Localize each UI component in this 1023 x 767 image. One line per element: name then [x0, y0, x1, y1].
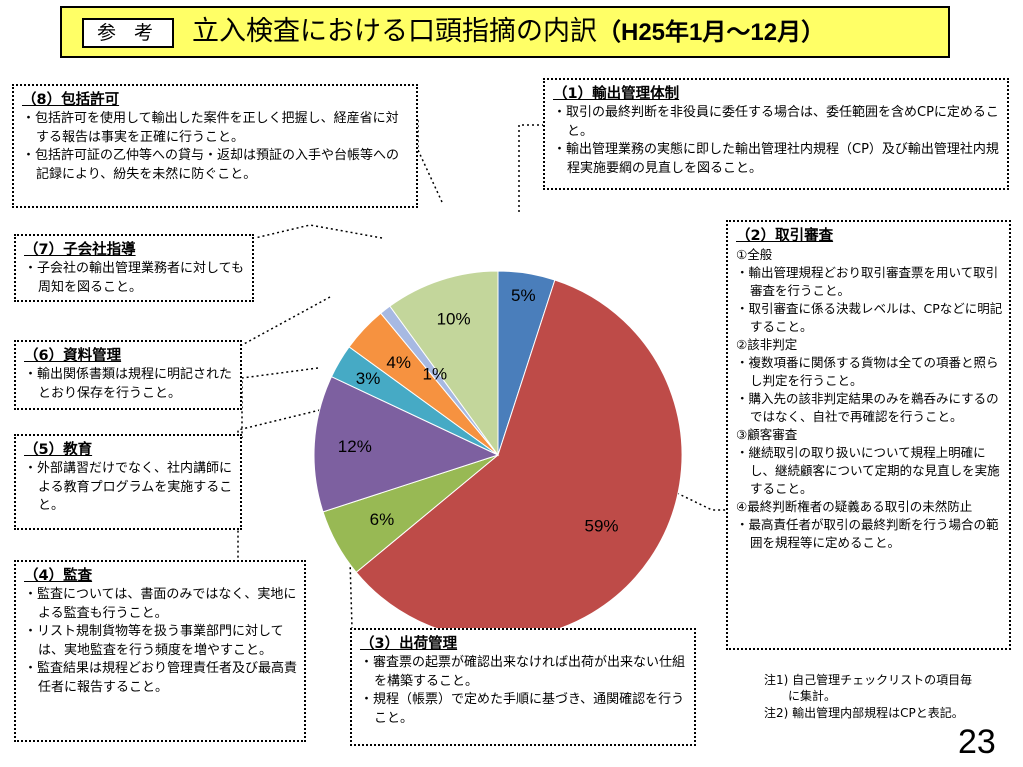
item-list: 子会社の輸出管理業務者に対しても周知を図ること。 [24, 260, 246, 297]
list-item: リスト規制貨物等を扱う事業部門に対しては、実地監査を行う頻度を増やすこと。 [24, 623, 298, 660]
list-item: 規程（帳票）で定めた手順に基づき、通関確認を行うこと。 [360, 691, 688, 728]
box-transaction-review: （2）取引審査 ①全般 輸出管理規程どおり取引審査票を用いて取引審査を行うこと。… [726, 220, 1011, 650]
pie-slices [313, 270, 683, 640]
list-item: 複数項番に関係する貨物は全ての項番と照らし判定を行うこと。 [736, 354, 1003, 390]
item-list: 外部講習だけでなく、社内講師による教育プログラムを実施すること。 [24, 460, 234, 516]
box-export-control: （1）輸出管理体制 取引の最終判断を非役員に委任する場合は、委任範囲を含めCPに… [543, 78, 1009, 190]
list-item: 包括許可を使用して輸出した案件を正しく把握し、経産省に対する報告は事実を正確に行… [22, 110, 410, 147]
pie-slice-labels: 5% 59% 6% 12% 3% 4% 1% 10% [338, 286, 619, 535]
section-heading: ③顧客審査 [736, 427, 798, 442]
reference-badge: 参 考 [82, 18, 174, 48]
pie-slice-label: 3% [356, 369, 381, 388]
pie-slice [313, 375, 500, 513]
box-education: （5）教育 外部講習だけでなく、社内講師による教育プログラムを実施すること。 [14, 434, 242, 530]
box-title: （3）出荷管理 [360, 636, 458, 652]
list-item: 監査結果は規程どおり管理責任者及び最高責任者に報告すること。 [24, 660, 298, 697]
box-document-management: （6）資料管理 輸出関係書類は規程に明記されたとおり保存を行うこと。 [14, 340, 242, 410]
connector-comprehensive [417, 120, 443, 203]
list-item: 取引の最終判断を非役員に委任する場合は、委任範囲を含めCPに定めること。 [553, 104, 1001, 141]
connector-audit [237, 409, 321, 560]
pie-slice-label: 1% [423, 365, 448, 384]
pie-slice-label: 5% [511, 286, 536, 305]
item-list: 継続取引の取り扱いについて規程上明確にし、継続顧客について定期的な見直しを実施す… [736, 444, 1003, 498]
list-item: 子会社の輸出管理業務者に対しても周知を図ること。 [24, 260, 246, 297]
pie-slice [389, 270, 499, 457]
item-list: 輸出関係書類は規程に明記されたとおり保存を行うこと。 [24, 366, 234, 403]
connector-subsidiary [254, 224, 383, 239]
pie-slice-label: 6% [370, 510, 395, 529]
box-shipping-control: （3）出荷管理 審査票の起票が確認出来なければ出荷が出来ない仕組を構築すること。… [350, 628, 696, 746]
connector-export-control [518, 124, 545, 212]
list-item: 輸出管理業務の実態に即した輸出管理社内規程（CP）及び輸出管理社内規程実施要綱の… [553, 141, 1001, 178]
item-list: 最高責任者が取引の最終判断を行う場合の範囲を規程等に定めること。 [736, 516, 1003, 552]
footnote: 注1) 自己管理チェックリストの項目毎に集計。 [764, 673, 973, 703]
section-heading: ①全般 [736, 247, 773, 262]
title-main: 立入検査における口頭指摘の内訳 [192, 16, 597, 47]
item-list: 取引の最終判断を非役員に委任する場合は、委任範囲を含めCPに定めること。 輸出管… [553, 104, 1001, 178]
box-title: （5）教育 [24, 442, 93, 458]
box-title: （4）監査 [24, 568, 93, 584]
box-title: （1）輸出管理体制 [553, 86, 680, 102]
list-item: 輸出管理規程どおり取引審査票を用いて取引審査を行うこと。 [736, 264, 1003, 300]
box-title: （6）資料管理 [24, 348, 122, 364]
list-item: 購入先の該非判定結果のみを鵜呑みにするのではなく、自社で再確認を行うこと。 [736, 390, 1003, 426]
list-item: 外部講習だけでなく、社内講師による教育プログラムを実施すること。 [24, 460, 234, 516]
item-list: 包括許可を使用して輸出した案件を正しく把握し、経産省に対する報告は事実を正確に行… [22, 110, 410, 184]
connector-documents [241, 296, 331, 346]
box-title: （2）取引審査 [736, 228, 834, 244]
title-range: （H25年1月～12月） [597, 19, 826, 46]
box-title: （7）子会社指導 [24, 242, 136, 258]
item-list: 審査票の起票が確認出来なければ出荷が出来ない仕組を構築すること。 規程（帳票）で… [360, 654, 688, 728]
title-banner: 参 考 立入検査における口頭指摘の内訳（H25年1月～12月） [60, 6, 950, 58]
list-item: 継続取引の取り扱いについて規程上明確にし、継続顧客について定期的な見直しを実施す… [736, 444, 1003, 498]
section-heading: ④最終判断権者の疑義ある取引の未然防止 [736, 499, 973, 514]
section-heading: ②該非判定 [736, 337, 798, 352]
pie-slice-label: 12% [338, 437, 372, 456]
box-title: （8）包括許可 [22, 92, 120, 108]
box-audit: （4）監査 監査については、書面のみではなく、実地による監査も行うこと。 リスト… [14, 560, 306, 742]
pie-slice-label: 59% [584, 516, 618, 535]
box-comprehensive-permit: （8）包括許可 包括許可を使用して輸出した案件を正しく把握し、経産省に対する報告… [12, 84, 418, 208]
list-item: 包括許可証の乙仲等への貸与・返却は預証の入手や台帳等への記録により、紛失を未然に… [22, 147, 410, 184]
connector-education [241, 367, 319, 438]
list-item: 最高責任者が取引の最終判断を行う場合の範囲を規程等に定めること。 [736, 516, 1003, 552]
list-item: 輸出関係書類は規程に明記されたとおり保存を行うこと。 [24, 366, 234, 403]
list-item: 監査については、書面のみではなく、実地による監査も行うこと。 [24, 586, 298, 623]
pie-slice-label: 10% [437, 310, 471, 329]
box-subsidiary-guidance: （7）子会社指導 子会社の輸出管理業務者に対しても周知を図ること。 [14, 234, 254, 302]
item-list: 複数項番に関係する貨物は全ての項番と照らし判定を行うこと。 購入先の該非判定結果… [736, 354, 1003, 426]
pie-slice-label: 4% [386, 353, 411, 372]
item-list: 監査については、書面のみではなく、実地による監査も行うこと。 リスト規制貨物等を… [24, 586, 298, 697]
list-item: 取引審査に係る決裁レベルは、CPなどに明記すること。 [736, 300, 1003, 336]
list-item: 審査票の起票が確認出来なければ出荷が出来ない仕組を構築すること。 [360, 654, 688, 691]
footnote: 注2) 輸出管理内部規程はCPと表記。 [764, 706, 964, 720]
page-title: 立入検査における口頭指摘の内訳（H25年1月～12月） [192, 12, 825, 53]
page-number: 23 [958, 723, 996, 761]
item-list: 輸出管理規程どおり取引審査票を用いて取引審査を行うこと。 取引審査に係る決裁レベ… [736, 264, 1003, 336]
footnotes: 注1) 自己管理チェックリストの項目毎に集計。 注2) 輸出管理内部規程はCPと… [764, 672, 984, 722]
